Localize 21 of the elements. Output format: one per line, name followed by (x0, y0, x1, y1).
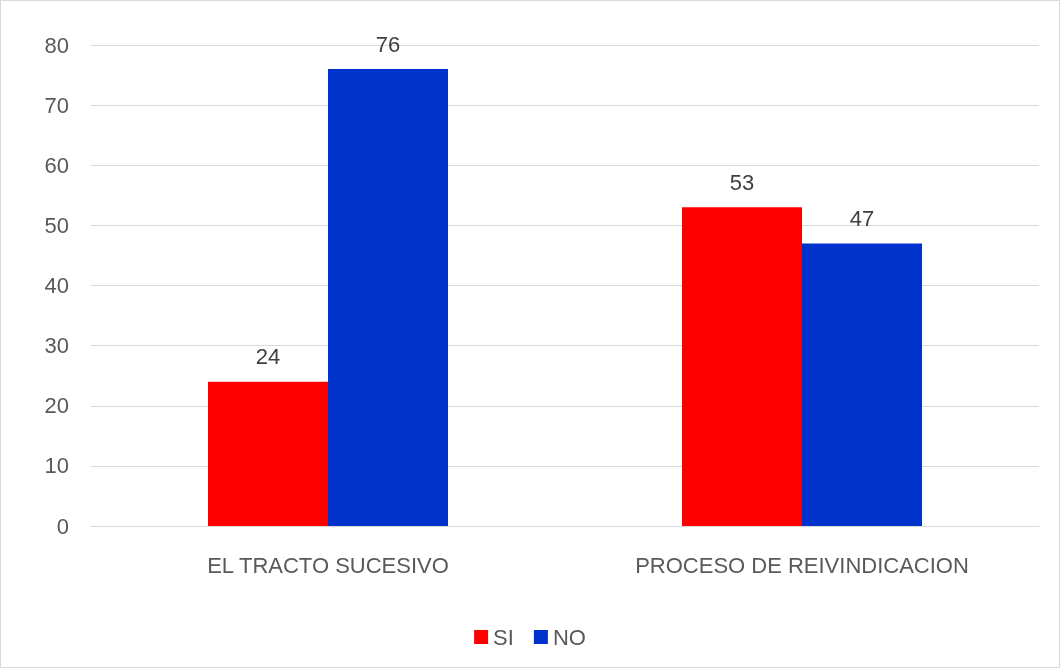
y-tick-label: 50 (44, 212, 69, 238)
legend-label: NO (552, 624, 586, 650)
y-tick-label: 0 (56, 513, 69, 539)
y-tick-label: 60 (44, 152, 69, 178)
bar (802, 243, 922, 526)
data-label: 76 (375, 31, 401, 57)
bar (208, 381, 328, 526)
y-tick-label: 40 (44, 273, 69, 298)
x-tick-label: EL TRACTO SUCESIVO (207, 552, 449, 578)
y-tick-label: 70 (44, 92, 69, 118)
y-tick-label: 80 (44, 32, 69, 58)
data-label: 47 (849, 205, 875, 231)
y-tick-label: 20 (44, 393, 69, 419)
bar (682, 207, 802, 526)
x-tick-label: PROCESO DE REIVINDICACION (635, 552, 969, 578)
data-label: 53 (729, 169, 755, 195)
bar (328, 69, 448, 526)
data-label: 24 (255, 344, 281, 370)
legend-label: SI (493, 624, 514, 650)
y-tick-label: 10 (44, 453, 69, 479)
y-tick-label: 30 (44, 333, 69, 359)
